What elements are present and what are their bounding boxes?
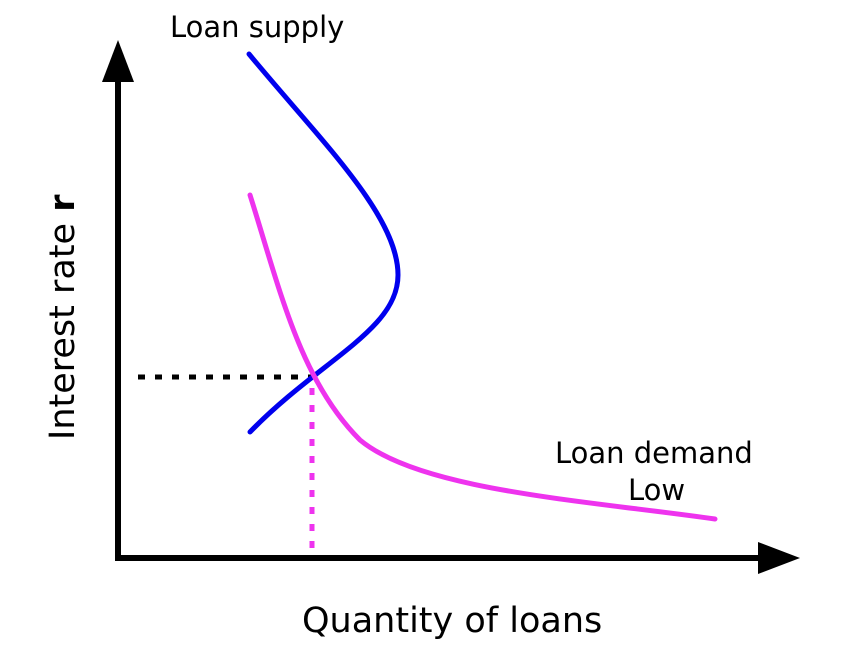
y-axis-label-symbol: r: [43, 194, 83, 212]
y-axis-label-text: Interest rate: [43, 212, 83, 440]
loan-demand-sublabel: Low: [628, 473, 685, 507]
loan-demand-curve: [247, 192, 718, 522]
loan-demand-label: Loan demand: [555, 436, 753, 470]
x-axis-arrowhead: [758, 542, 800, 574]
loan-supply-label: Loan supply: [170, 10, 344, 44]
x-axis-label: Quantity of loans: [302, 601, 602, 641]
y-axis-label: Interest rate r: [43, 194, 83, 440]
y-axis-arrowhead: [102, 40, 134, 82]
loan-supply-curve: [246, 51, 401, 435]
